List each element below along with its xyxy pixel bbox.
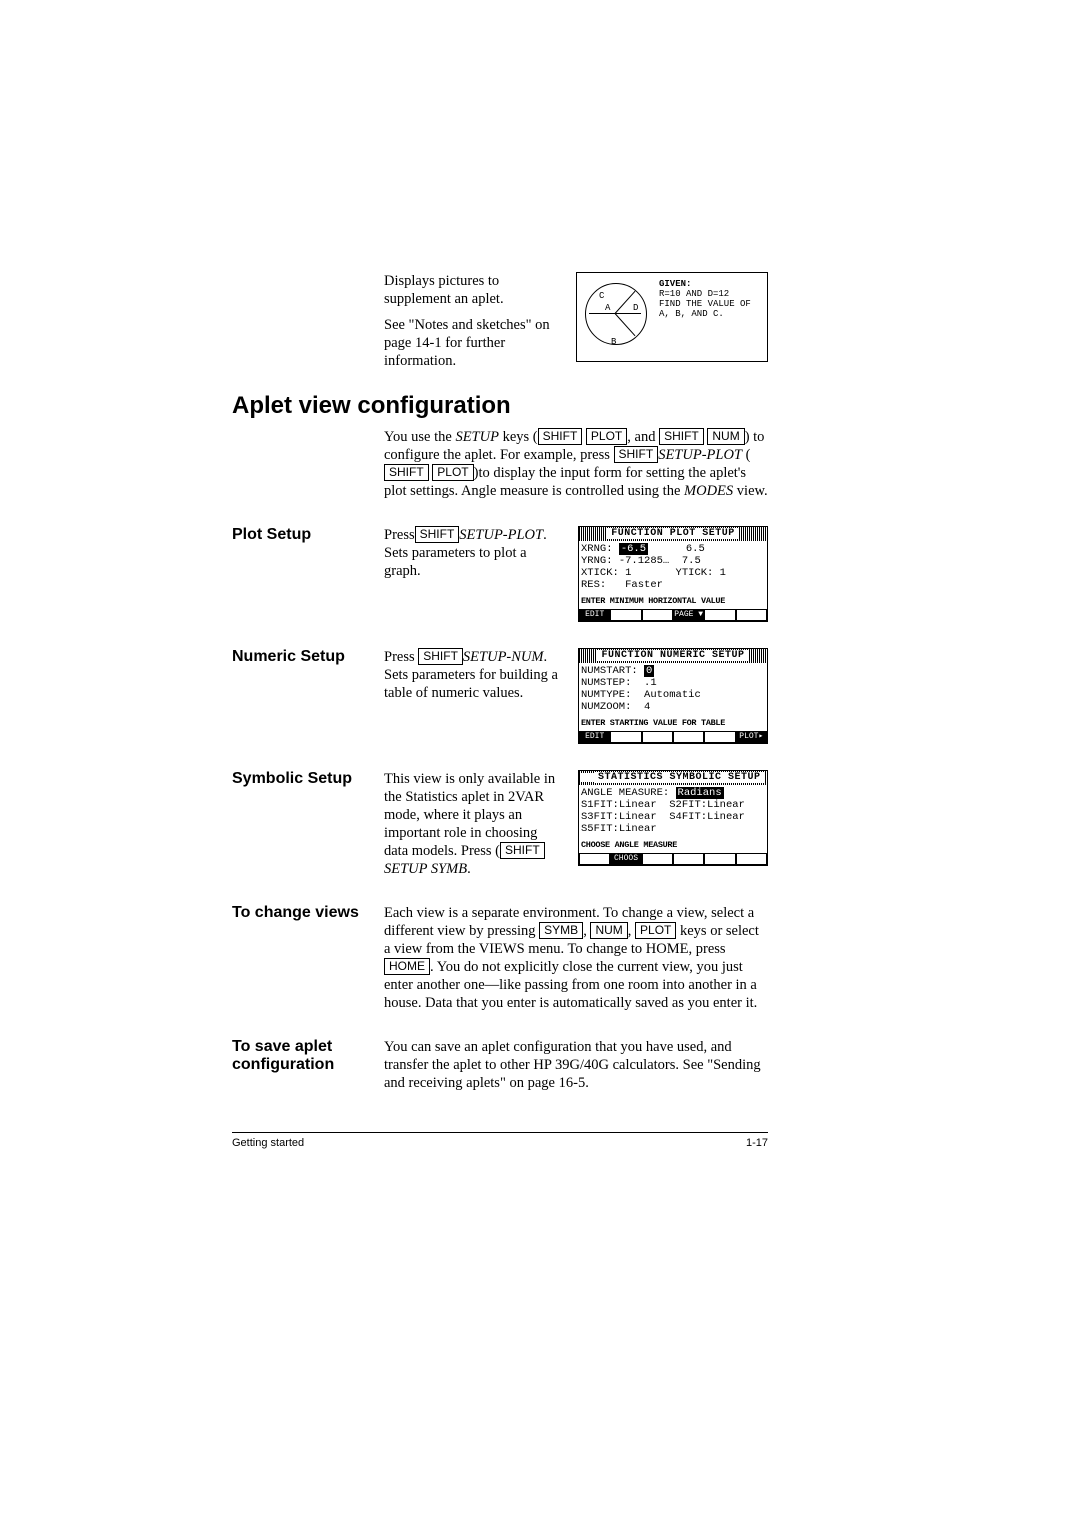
numeric-setup-desc: Press SHIFTSETUP-NUM. Sets parameters fo… [384, 648, 564, 702]
intro-e: ( [742, 447, 750, 463]
menu-page: PAGE ▼ [673, 609, 704, 621]
shift-key: SHIFT [538, 428, 583, 445]
home-key: HOME [384, 958, 430, 975]
page-footer: Getting started 1-17 [232, 1132, 768, 1149]
intro-setup: SETUP [455, 429, 499, 445]
menu-bar: EDIT PAGE ▼ [579, 609, 767, 621]
page: Displays pictures to supplement an aplet… [232, 272, 768, 1149]
intro-c: , and [627, 429, 659, 445]
lcd-help: ENTER STARTING VALUE FOR TABLE [581, 717, 765, 729]
intro-label5: SETUP-PLOT [658, 447, 742, 463]
numeric-setup-heading: Numeric Setup [232, 648, 384, 666]
label-d: D [633, 303, 638, 313]
sketch-desc-a: Displays pictures to supplement an aplet… [384, 272, 564, 308]
plot-key: PLOT [432, 464, 473, 481]
ns-a: Press [384, 649, 418, 665]
plot-setup-desc: PressSHIFTSETUP-PLOT. Sets parameters to… [384, 526, 564, 580]
intro-b: keys ( [499, 429, 538, 445]
label-a: A [605, 303, 610, 313]
cv-c1: , [583, 923, 590, 939]
plot-setup-heading: Plot Setup [232, 526, 384, 544]
sketch-lcd: C A D B GIVEN: R=10 AND D=12 FIND THE VA… [576, 272, 768, 362]
lcd-help: CHOOSE ANGLE MEASURE [581, 839, 765, 851]
footer-right: 1-17 [746, 1137, 768, 1149]
num-key: NUM [590, 922, 627, 939]
shift-key: SHIFT [418, 648, 463, 665]
lcd-title: EVSTATISTICS SYMBOLIC SETUP [579, 771, 767, 785]
cv-c2: , [628, 923, 635, 939]
given-l3: A, B, AND C. [659, 309, 724, 319]
ps-label: SETUP-PLOT [459, 527, 543, 543]
symb-key: SYMB [539, 922, 583, 939]
footer-left: Getting started [232, 1137, 304, 1149]
menu-choos: CHOOS [610, 853, 641, 865]
shift-key: SHIFT [614, 446, 659, 463]
given-title: GIVEN: [659, 279, 691, 289]
change-views-heading: To change views [232, 904, 384, 922]
save-aplet-text: You can save an aplet configuration that… [384, 1038, 764, 1092]
num-key: NUM [707, 428, 744, 445]
ps-a: Press [384, 527, 415, 543]
plot-key: PLOT [635, 922, 676, 939]
intro-g: view. [733, 483, 768, 499]
menu-edit: EDIT [579, 609, 610, 621]
shift-key: SHIFT [659, 428, 704, 445]
symbolic-setup-desc: This view is only available in the Stati… [384, 770, 564, 878]
ns-label: SETUP-NUM [463, 649, 544, 665]
label-b: B [611, 337, 616, 347]
cv-e: . You do not explicitly close the curren… [384, 959, 757, 1011]
menu-edit: EDIT [579, 731, 610, 743]
numeric-setup-lcd: FUNCTION NUMERIC SETUP NUMSTART: 0 NUMST… [578, 648, 768, 744]
lcd-help: ENTER MINIMUM HORIZONTAL VALUE [581, 595, 765, 607]
shift-key: SHIFT [500, 842, 545, 859]
intro-modes: MODES [684, 483, 733, 499]
ss-b: . [467, 861, 471, 877]
change-views-text: Each view is a separate environment. To … [384, 904, 764, 1012]
menu-bar: CHOOS [579, 853, 767, 865]
plot-key: PLOT [586, 428, 627, 445]
save-aplet-heading: To save aplet configuration [232, 1038, 384, 1074]
menu-plot: PLOT▸ [736, 731, 767, 743]
intro-a: You use the [384, 429, 455, 445]
sketch-desc: Displays pictures to supplement an aplet… [384, 272, 564, 370]
sketch-desc-b: See "Notes and sketches" on page 14-1 fo… [384, 316, 564, 370]
given-l1: R=10 AND D=12 [659, 289, 729, 299]
given-l2: FIND THE VALUE OF [659, 299, 751, 309]
symbolic-setup-heading: Symbolic Setup [232, 770, 384, 788]
symbolic-setup-lcd: EVSTATISTICS SYMBOLIC SETUP ANGLE MEASUR… [578, 770, 768, 866]
menu-bar: EDIT PLOT▸ [579, 731, 767, 743]
plot-setup-lcd: FUNCTION PLOT SETUP XRNG: -6.5 6.5 YRNG:… [578, 526, 768, 622]
shift-key: SHIFT [415, 526, 460, 543]
label-c: C [599, 291, 604, 301]
shift-key: SHIFT [384, 464, 429, 481]
ss-label: SETUP SYMB [384, 861, 467, 877]
lcd-title: FUNCTION PLOT SETUP [579, 527, 767, 541]
section-title: Aplet view configuration [232, 392, 768, 420]
lcd-title: FUNCTION NUMERIC SETUP [579, 649, 767, 663]
intro-paragraph: You use the SETUP keys (SHIFT PLOT, and … [384, 428, 768, 500]
